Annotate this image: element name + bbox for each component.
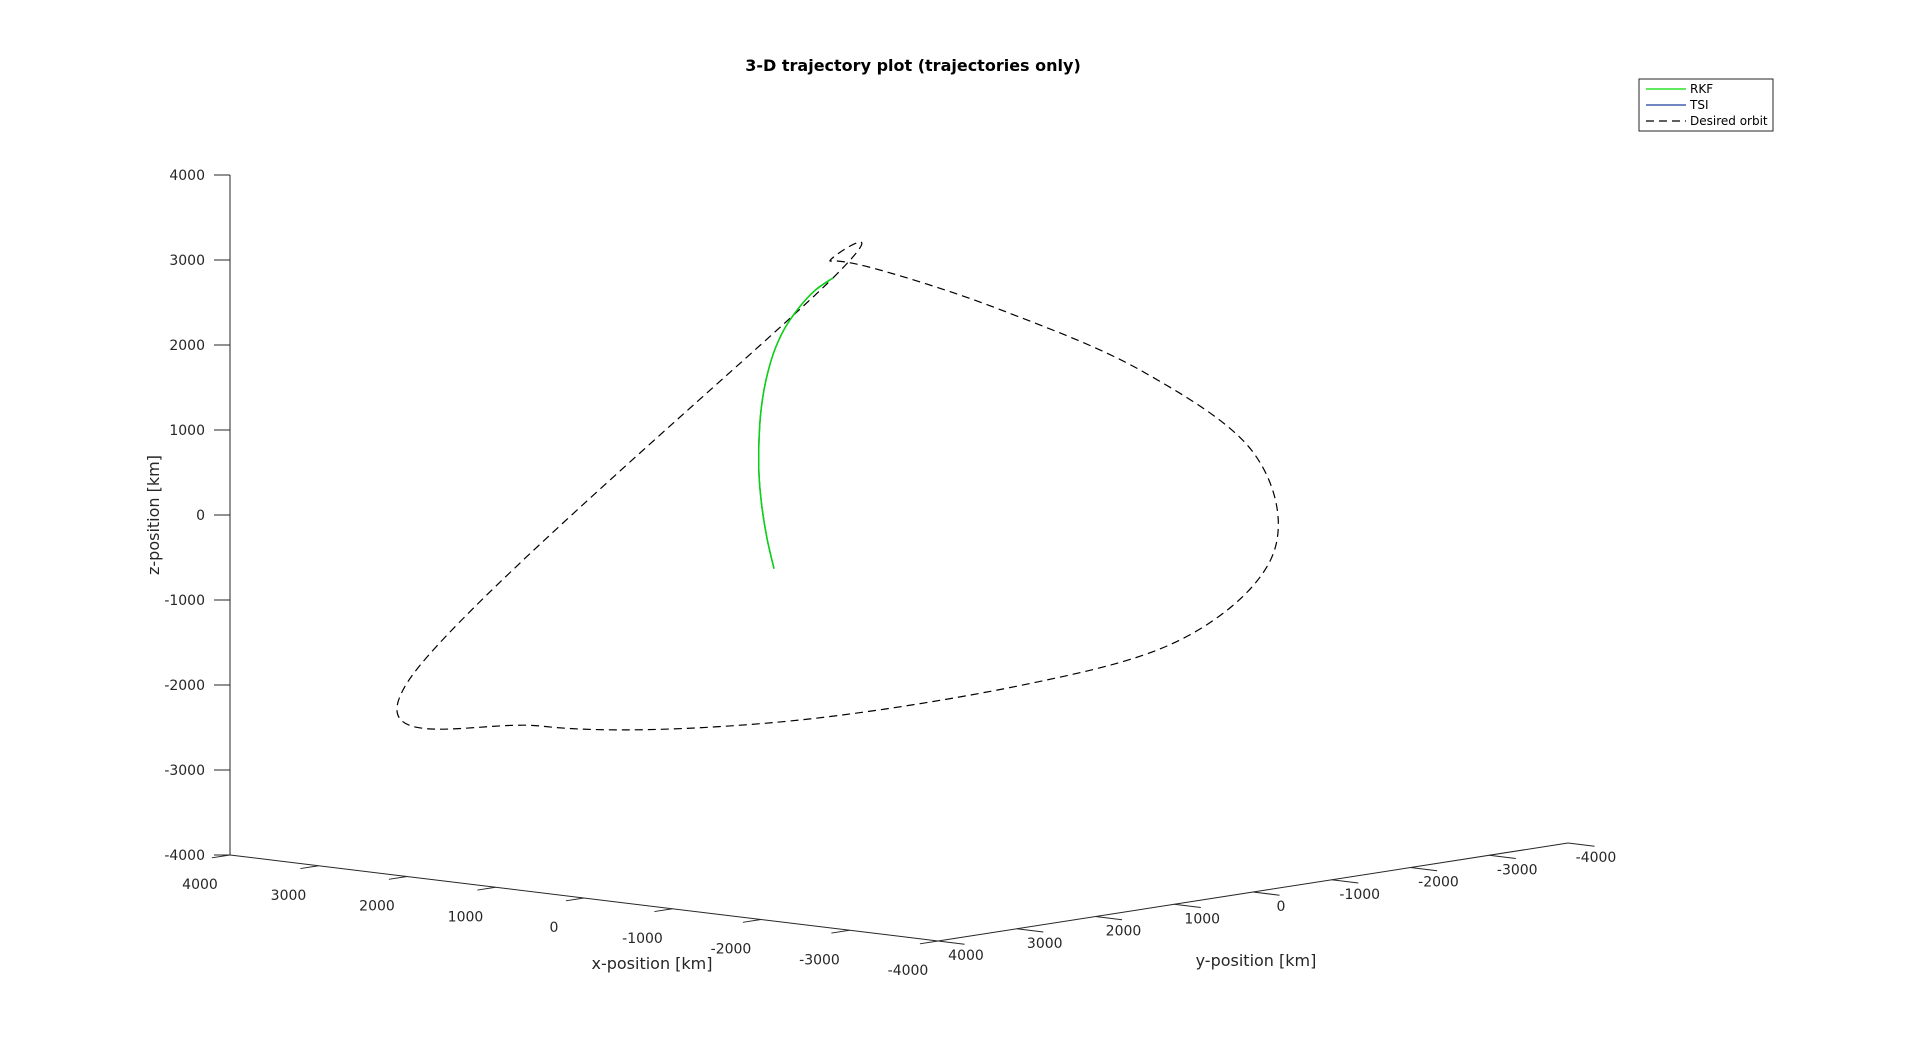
z-tick-label: -4000: [164, 848, 205, 864]
legend: RKF TSI Desired orbit: [1638, 78, 1774, 132]
y-tick-label: -2000: [1418, 875, 1459, 891]
z-tick-label: 1000: [169, 423, 205, 439]
x-tick-label: -4000: [888, 963, 929, 979]
y-tick-mark: [1095, 916, 1123, 921]
y-tick-mark: [1410, 867, 1438, 872]
x-tick-mark: [742, 919, 762, 923]
legend-entry-label: RKF: [1690, 82, 1713, 96]
y-tick-mark: [1331, 879, 1359, 884]
y-axis-label: y-position [km]: [1196, 951, 1317, 970]
z-tick-label: 4000: [169, 168, 205, 184]
z-axis-label: z-position [km]: [144, 455, 163, 575]
z-tick-label: -1000: [164, 593, 205, 609]
x-tick-label: 3000: [271, 888, 307, 904]
y-tick-mark: [1252, 891, 1280, 896]
x-axis-label: x-position [km]: [591, 954, 712, 973]
x-tick-label: 0: [550, 920, 559, 936]
series-layer: [396, 241, 1279, 731]
z-tick-label: -2000: [164, 678, 205, 694]
z-tick-label: 3000: [169, 253, 205, 269]
x-tick-label: 4000: [182, 877, 218, 893]
chart-title: 3-D trajectory plot (trajectories only): [745, 56, 1081, 75]
x-tick-mark: [300, 865, 319, 870]
x-tick-label: -2000: [711, 942, 752, 958]
series-line-desired-orbit: [396, 241, 1279, 731]
x-tick-mark: [477, 886, 496, 891]
y-tick-label: 4000: [948, 948, 984, 964]
x-tick-label: -3000: [799, 952, 840, 968]
legend-entry-label: Desired orbit: [1690, 114, 1768, 128]
x-tick-label: 2000: [359, 899, 395, 915]
y-tick-mark: [1567, 842, 1595, 847]
x-tick-label: 1000: [448, 909, 484, 925]
x-tick-mark: [919, 940, 939, 945]
x-tick-mark: [565, 897, 585, 902]
z-tick-label: 0: [196, 508, 205, 524]
z-tick-label: 2000: [169, 338, 205, 354]
y-tick-mark: [1489, 854, 1516, 859]
y-tick-mark: [937, 940, 965, 945]
legend-entry-label: TSI: [1689, 98, 1709, 112]
x-tick-mark: [654, 908, 673, 913]
series-line-tsi: [757, 277, 834, 569]
y-tick-label: 1000: [1184, 911, 1220, 927]
x-tick-mark: [388, 876, 408, 880]
axes-3d: 4000 3000 2000 1000 0 -1000 -2000 -3000 -4000 400…: [164, 168, 1616, 979]
y-tick-label: -3000: [1497, 862, 1538, 878]
y-tick-label: -4000: [1576, 850, 1617, 866]
y-tick-mark: [1016, 928, 1044, 933]
y-tick-label: -1000: [1339, 887, 1380, 903]
x-tick-mark: [831, 929, 850, 934]
z-tick-label: -3000: [164, 763, 205, 779]
y-tick-label: 2000: [1106, 924, 1142, 940]
series-line-rkf: [757, 277, 834, 569]
y-tick-label: 3000: [1027, 936, 1063, 952]
y-tick-label: 0: [1277, 899, 1286, 915]
y-tick-mark: [1174, 903, 1201, 908]
x-tick-label: -1000: [622, 931, 663, 947]
